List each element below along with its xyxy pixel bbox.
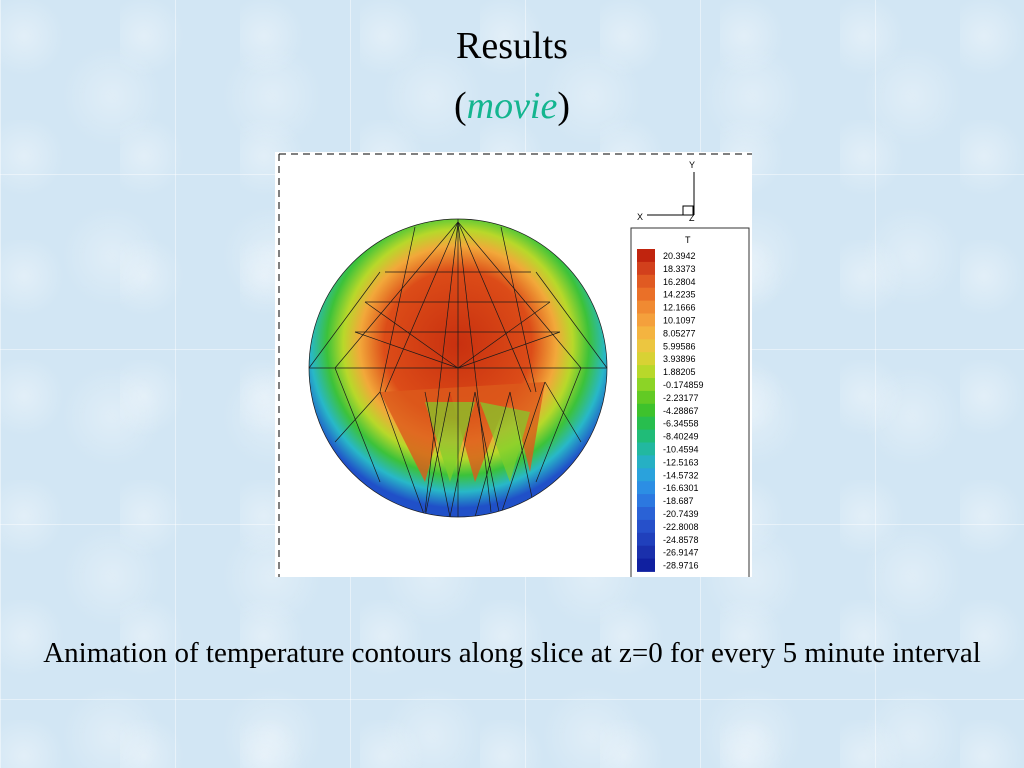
legend-value: -0.174859 (663, 380, 704, 390)
disc-outline (308, 218, 608, 518)
legend-swatch (637, 274, 655, 289)
legend-value: 14.2235 (663, 290, 696, 300)
legend-value: 5.99586 (663, 341, 696, 351)
legend-swatches (637, 249, 655, 572)
legend-swatch (637, 352, 655, 366)
legend-value: -4.28867 (663, 406, 699, 416)
legend-value: 3.93896 (663, 354, 696, 364)
legend-swatch (637, 326, 655, 340)
movie-link[interactable]: movie (466, 85, 558, 127)
legend-value: 20.3942 (663, 251, 696, 261)
contour-plot: Y X Z T 20.3942 18.3373 16.2804 14.2235 12.1… (278, 153, 752, 577)
legend-swatch (637, 455, 655, 469)
axis-triad (647, 172, 695, 216)
legend-value: 12.1666 (663, 303, 696, 313)
legend-swatch (637, 532, 655, 547)
subtitle-close-paren: ) (557, 85, 571, 127)
legend-swatch (637, 261, 655, 276)
legend-swatch (637, 545, 655, 559)
legend-value: -16.6301 (663, 483, 699, 493)
legend-swatch (637, 390, 655, 405)
legend-value: -28.9716 (663, 561, 699, 571)
legend-swatch (637, 313, 655, 327)
legend-swatch (637, 442, 655, 456)
slide-caption: Animation of temperature contours along … (43, 637, 981, 669)
legend-value: -24.8578 (663, 535, 699, 545)
temperature-contour-figure: Y X Z T 20.3942 18.3373 16.2804 14.2235 12.1… (275, 152, 752, 577)
slide-subtitle: (movie) (0, 84, 1024, 128)
legend-value: -10.4594 (663, 445, 699, 455)
cool-wedge-right (480, 402, 530, 482)
legend-value: -22.8008 (663, 522, 699, 532)
axis-label-z: Z (689, 213, 695, 223)
legend-value: -12.5163 (663, 457, 699, 467)
legend-swatch (637, 519, 655, 534)
legend-swatch (637, 507, 655, 521)
legend-swatch (637, 287, 655, 301)
hot-region-overlay (380, 382, 545, 482)
legend-swatch (637, 468, 655, 482)
axis-label-x: X (637, 212, 643, 222)
legend-value: 8.05277 (663, 328, 696, 338)
legend-value: 1.88205 (663, 367, 696, 377)
legend-swatch (637, 429, 655, 443)
axis-label-y: Y (689, 160, 695, 170)
legend-value: 16.2804 (663, 277, 696, 287)
legend-swatch (637, 300, 655, 314)
legend-swatch (637, 481, 655, 495)
legend-swatch (637, 249, 655, 263)
subtitle-open-paren: ( (453, 85, 467, 127)
legend-swatch (637, 558, 655, 572)
legend-labels: 20.3942 18.3373 16.2804 14.2235 12.1666 10.10… (663, 251, 704, 571)
legend-swatch (637, 403, 655, 418)
mesh-lines (309, 219, 607, 517)
legend-swatch (637, 365, 655, 379)
cool-wedge-left (425, 402, 475, 482)
legend-value: -26.9147 (663, 548, 699, 558)
legend-title: T (685, 235, 691, 245)
legend-swatch (637, 416, 655, 430)
legend-value: -18.687 (663, 496, 694, 506)
legend-value: -14.5732 (663, 470, 699, 480)
legend-value: -20.7439 (663, 509, 699, 519)
legend-swatch (637, 339, 655, 353)
legend-value: -6.34558 (663, 419, 699, 429)
legend-swatch (637, 378, 655, 392)
legend-value: -2.23177 (663, 393, 699, 403)
legend-swatch (637, 494, 655, 508)
legend-value: 10.1097 (663, 316, 696, 326)
legend-value: 18.3373 (663, 264, 696, 274)
slide-title: Results (456, 25, 568, 67)
legend-value: -8.40249 (663, 432, 699, 442)
